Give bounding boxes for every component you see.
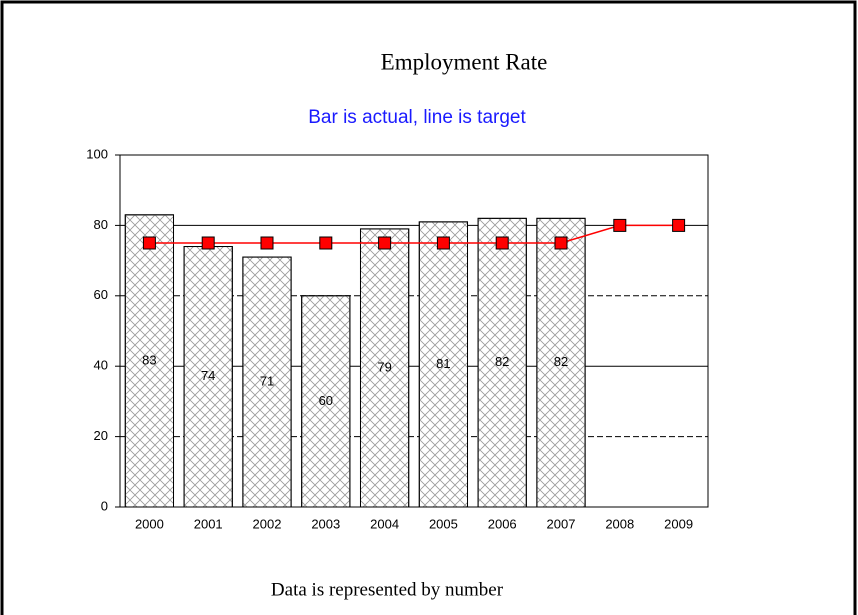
- data-label: 60: [319, 393, 333, 408]
- x-tick-label: 2003: [311, 516, 340, 531]
- x-tick-label: 2008: [605, 516, 634, 531]
- bar-hatch: [183, 246, 233, 508]
- marker: [378, 236, 392, 250]
- bar-hatch: [536, 217, 586, 508]
- marker: [554, 236, 568, 250]
- x-tick-label: 2002: [253, 516, 282, 531]
- y-tick-label: 0: [101, 498, 108, 513]
- bar-hatch: [359, 228, 410, 508]
- marker: [260, 236, 274, 250]
- data-label: 74: [201, 368, 215, 383]
- y-tick-label: 80: [94, 217, 108, 232]
- marker: [201, 236, 215, 250]
- x-tick-label: 2007: [547, 516, 576, 531]
- data-label: 81: [436, 356, 450, 371]
- footer: Data is represented by number: [271, 579, 504, 600]
- x-tick-label: 2005: [429, 516, 458, 531]
- y-tick-label: 60: [94, 287, 108, 302]
- bar-hatch: [477, 217, 527, 508]
- bar-hatch: [124, 214, 175, 508]
- data-label: 82: [495, 354, 509, 369]
- marker: [142, 236, 156, 250]
- x-tick-label: 2000: [135, 516, 164, 531]
- x-tick-label: 2001: [194, 516, 223, 531]
- x-tick-label: 2009: [664, 516, 693, 531]
- marker: [672, 218, 686, 232]
- data-label: 82: [554, 354, 568, 369]
- chart-title: Employment Rate: [381, 49, 548, 74]
- y-tick-label: 20: [94, 428, 108, 443]
- marker: [495, 236, 509, 250]
- data-label: 83: [142, 352, 156, 367]
- marker: [613, 218, 627, 232]
- data-label: 79: [377, 359, 391, 374]
- marker: [319, 236, 333, 250]
- chart-subtitle: Bar is actual, line is target: [308, 107, 526, 128]
- line: [149, 224, 679, 244]
- bar-hatch: [242, 256, 292, 508]
- marker: [436, 236, 450, 250]
- y-tick-label: 100: [86, 146, 108, 161]
- data-label: 71: [260, 373, 274, 388]
- bar-hatch: [301, 295, 351, 508]
- bar-hatch: [418, 221, 469, 508]
- y-tick-label: 40: [94, 358, 108, 373]
- x-tick-label: 2004: [370, 516, 399, 531]
- x-tick-label: 2006: [488, 516, 517, 531]
